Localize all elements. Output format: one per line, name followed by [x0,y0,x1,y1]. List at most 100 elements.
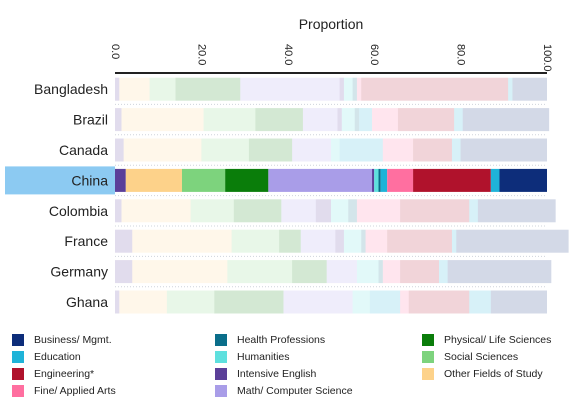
bar-segment[interactable] [339,138,383,162]
bar-segment[interactable] [283,290,353,314]
bar-segment[interactable] [361,77,509,101]
bar-segment[interactable] [203,108,256,132]
bar-segment[interactable] [125,168,182,192]
bar-segment[interactable] [382,138,414,162]
legend-item[interactable]: Education [12,349,81,365]
bar-segment[interactable] [240,77,340,101]
legend-item[interactable]: Physical/ Life Sciences [422,332,551,348]
bar-segment[interactable] [365,229,388,253]
bar-segment[interactable] [387,168,414,192]
bar-segment[interactable] [115,168,126,192]
bar-segment[interactable] [123,138,202,162]
bar-segment[interactable] [233,199,282,223]
bar-segment[interactable] [231,229,280,253]
bar-segment[interactable] [380,168,388,192]
legend-item[interactable]: Business/ Mgmt. [12,332,112,348]
bar-segment[interactable] [292,138,331,162]
bar-segment[interactable] [121,108,204,132]
bar-segment[interactable] [326,260,357,284]
legend-item[interactable]: Intensive English [215,366,316,382]
legend-item[interactable]: Other Fields of Study [422,366,543,382]
category-label[interactable]: Brazil [73,112,108,128]
bar-segment[interactable] [335,229,344,253]
bar-segment[interactable] [331,199,349,223]
legend-item[interactable]: Fine/ Applied Arts [12,383,116,399]
category-label[interactable]: Canada [59,142,108,158]
bar-segment[interactable] [378,260,383,284]
bar-segment[interactable] [451,229,457,253]
category-label[interactable]: Germany [50,264,108,280]
bar-segment[interactable] [214,290,284,314]
bar-segment[interactable] [115,108,122,132]
bar-segment[interactable] [408,290,470,314]
bar-segment[interactable] [121,199,191,223]
bar-segment[interactable] [279,229,301,253]
bar-segment[interactable] [281,199,316,223]
bar-segment[interactable] [115,229,133,253]
bar-segment[interactable] [331,138,340,162]
bar-segment[interactable] [413,168,491,192]
category-label[interactable]: Colombia [49,203,108,219]
legend-item[interactable]: Health Professions [215,332,325,348]
category-label[interactable]: Bangladesh [34,81,108,97]
bar-segment[interactable] [343,229,362,253]
bar-segment[interactable] [339,77,344,101]
legend-item[interactable]: Social Sciences [422,349,518,365]
bar-segment[interactable] [201,138,249,162]
bar-segment[interactable] [300,229,336,253]
bar-segment[interactable] [343,77,353,101]
bar-segment[interactable] [454,108,463,132]
bar-segment[interactable] [354,108,360,132]
bar-segment[interactable] [460,138,547,162]
bar-segment[interactable] [469,199,478,223]
bar-segment[interactable] [190,199,234,223]
bar-segment[interactable] [255,108,303,132]
bar-segment[interactable] [400,290,409,314]
bar-segment[interactable] [400,260,439,284]
bar-segment[interactable] [372,168,375,192]
bar-segment[interactable] [387,229,452,253]
bar-segment[interactable] [378,168,381,192]
bar-segment[interactable] [268,168,373,192]
bar-segment[interactable] [119,290,167,314]
bar-segment[interactable] [508,77,513,101]
legend-item[interactable]: Humanities [215,349,290,365]
bar-segment[interactable] [115,260,133,284]
legend-item[interactable]: Engineering* [12,366,94,382]
bar-segment[interactable] [115,77,120,101]
bar-segment[interactable] [356,199,401,223]
bar-segment[interactable] [374,168,379,192]
bar-segment[interactable] [292,260,327,284]
category-label[interactable]: France [64,233,108,249]
bar-segment[interactable] [115,199,122,223]
legend-item[interactable]: Math/ Computer Science [215,383,353,399]
bar-segment[interactable] [181,168,226,192]
bar-segment[interactable] [413,138,452,162]
bar-segment[interactable] [447,260,552,284]
bar-segment[interactable] [302,108,338,132]
bar-segment[interactable] [119,77,150,101]
bar-segment[interactable] [175,77,241,101]
bar-segment[interactable] [499,168,547,192]
bar-segment[interactable] [248,138,293,162]
bar-segment[interactable] [356,77,362,101]
bar-segment[interactable] [372,108,398,132]
bar-segment[interactable] [348,199,357,223]
bar-segment[interactable] [490,290,547,314]
bar-segment[interactable] [115,290,120,314]
bar-segment[interactable] [132,260,228,284]
bar-segment[interactable] [356,260,379,284]
bar-segment[interactable] [227,260,293,284]
category-label[interactable]: China [71,172,108,188]
bar-segment[interactable] [132,229,232,253]
bar-segment[interactable] [359,108,373,132]
bar-segment[interactable] [361,229,366,253]
bar-segment[interactable] [352,77,357,101]
bar-segment[interactable] [451,138,461,162]
bar-segment[interactable] [341,108,355,132]
bar-segment[interactable] [225,168,269,192]
bar-segment[interactable] [337,108,342,132]
bar-segment[interactable] [469,290,491,314]
bar-segment[interactable] [397,108,455,132]
bar-segment[interactable] [462,108,550,132]
